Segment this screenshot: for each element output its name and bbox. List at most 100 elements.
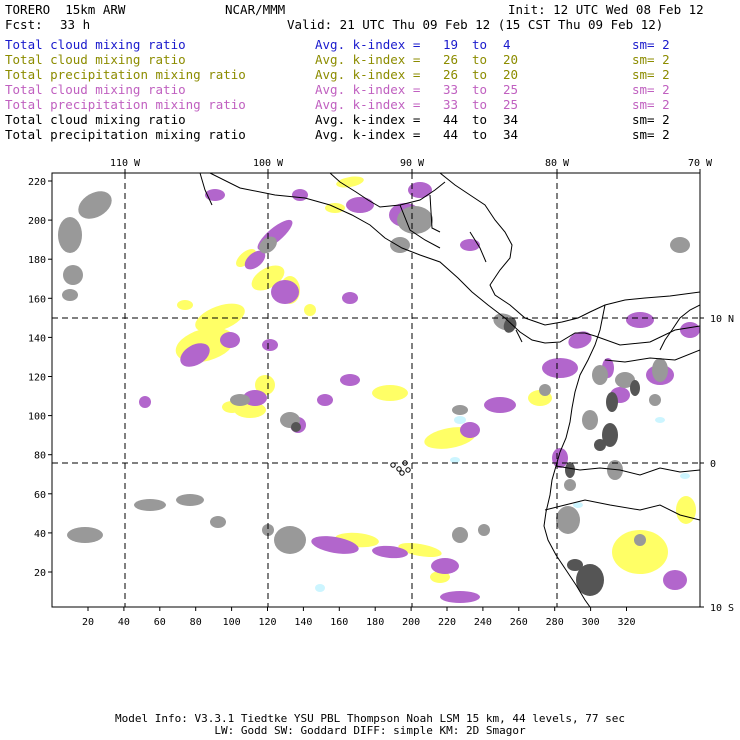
map-frame (51, 172, 701, 608)
gray-cloud-patch (397, 206, 433, 234)
coastline (594, 325, 700, 346)
x-grid-label: 100 (223, 617, 241, 628)
x-grid-label: 280 (546, 617, 564, 628)
legend-smoothing: sm= 2 (632, 112, 670, 127)
gray-cloud-patch (670, 237, 690, 253)
gray-cloud-patch (134, 499, 166, 511)
yellow-cloud-patch (612, 530, 668, 574)
y-grid-label: 120 (28, 373, 46, 384)
coastline (209, 173, 596, 344)
gray-cloud-patch (230, 394, 250, 406)
magenta-cloud-patch (372, 545, 408, 559)
x-grid-label: 260 (510, 617, 528, 628)
legend-field-label: Total cloud mixing ratio (5, 37, 186, 52)
island (396, 466, 402, 472)
magenta-cloud-patch (220, 332, 240, 348)
coastline (329, 173, 446, 208)
coastline (399, 204, 441, 249)
gray-cloud-patch (62, 289, 78, 301)
magenta-cloud-patch (542, 358, 578, 378)
longitude-label: 110 W (110, 158, 141, 169)
island (405, 467, 411, 473)
gray-cloud-patch (452, 405, 468, 415)
legend-stat-label: Avg. k-index = (315, 127, 421, 142)
yellow-cloud-patch (304, 304, 316, 316)
cyan-cloud-patch (454, 416, 466, 424)
x-grid-label: 180 (366, 617, 384, 628)
legend-range-to-word: to (472, 37, 488, 52)
magenta-cloud-patch (244, 250, 266, 270)
gray-cloud-patch (58, 217, 82, 253)
magenta-cloud-patch (180, 343, 210, 367)
cyan-cloud-patch (655, 417, 665, 423)
dark-cloud-patch (594, 439, 606, 451)
yellow-cloud-patch (177, 300, 193, 310)
gray-cloud-patch (615, 372, 635, 388)
y-grid-label: 220 (28, 177, 46, 188)
legend-smoothing: sm= 2 (632, 82, 670, 97)
latitude-label: 0 (710, 459, 716, 470)
magenta-cloud-patch (205, 189, 225, 201)
gray-cloud-patch (452, 527, 468, 543)
magenta-cloud-patch (663, 570, 687, 590)
map-features (58, 173, 700, 607)
y-grid-label: 20 (34, 568, 46, 579)
gray-cloud-patch (262, 524, 274, 536)
legend-range-to: 34 (503, 112, 519, 127)
island (399, 470, 405, 476)
legend-stat-label: Avg. k-index = (315, 112, 421, 127)
legend-range-to-word: to (472, 112, 488, 127)
x-grid-label: 240 (474, 617, 492, 628)
gray-cloud-patch (67, 527, 103, 543)
organization: NCAR/MMM (225, 2, 286, 17)
magenta-cloud-patch (440, 591, 480, 603)
magenta-cloud-patch (340, 374, 360, 386)
legend-stat-label: Avg. k-index = (315, 37, 421, 52)
x-grid-label: 40 (118, 617, 130, 628)
latitude-label: 10 S (710, 603, 734, 614)
legend-range-to-word: to (472, 82, 488, 97)
yellow-cloud-patch (236, 249, 256, 267)
yellow-cloud-patch (336, 176, 364, 188)
legend-field-label: Total precipitation mixing ratio (5, 127, 246, 142)
gray-cloud-patch (592, 365, 608, 385)
gray-cloud-patch (390, 237, 410, 253)
legend-range-from: 44 (443, 127, 459, 142)
gray-cloud-patch (78, 191, 112, 219)
legend-range-to: 34 (503, 127, 519, 142)
magenta-cloud-patch (262, 339, 278, 351)
coastline (469, 231, 487, 263)
legend-smoothing: sm= 2 (632, 52, 670, 67)
dark-cloud-patch (565, 462, 575, 478)
x-grid-label: 120 (258, 617, 276, 628)
magenta-cloud-patch (626, 312, 654, 328)
magenta-cloud-patch (311, 536, 359, 554)
magenta-cloud-patch (346, 197, 374, 213)
physics-info-line: LW: Godd SW: Goddard DIFF: simple KM: 2D… (214, 724, 526, 737)
legend-range-to-word: to (472, 52, 488, 67)
yellow-cloud-patch (195, 303, 245, 333)
magenta-cloud-patch (460, 422, 480, 438)
legend-range-from: 33 (443, 82, 459, 97)
magenta-cloud-patch (680, 322, 700, 338)
x-grid-label: 320 (617, 617, 635, 628)
coastline (199, 173, 213, 206)
yellow-cloud-patch (398, 542, 442, 558)
gray-cloud-patch (539, 384, 551, 396)
coastline (604, 349, 700, 363)
legend-field-label: Total cloud mixing ratio (5, 52, 186, 67)
x-grid-label: 80 (190, 617, 202, 628)
magenta-cloud-patch (139, 396, 151, 408)
legend-smoothing: sm= 2 (632, 37, 670, 52)
dark-cloud-patch (630, 380, 640, 396)
y-grid-label: 80 (34, 451, 46, 462)
legend-range-to: 25 (503, 82, 519, 97)
longitude-label: 100 W (253, 158, 284, 169)
init-time: Init: 12 UTC Wed 08 Feb 12 (508, 2, 704, 17)
yellow-cloud-patch (255, 375, 275, 395)
longitude-label: 80 W (545, 158, 570, 169)
model-title: TORERO 15km ARW (5, 2, 126, 17)
cyan-cloud-patch (680, 473, 690, 479)
y-grid-label: 60 (34, 490, 46, 501)
magenta-cloud-patch (460, 239, 480, 251)
